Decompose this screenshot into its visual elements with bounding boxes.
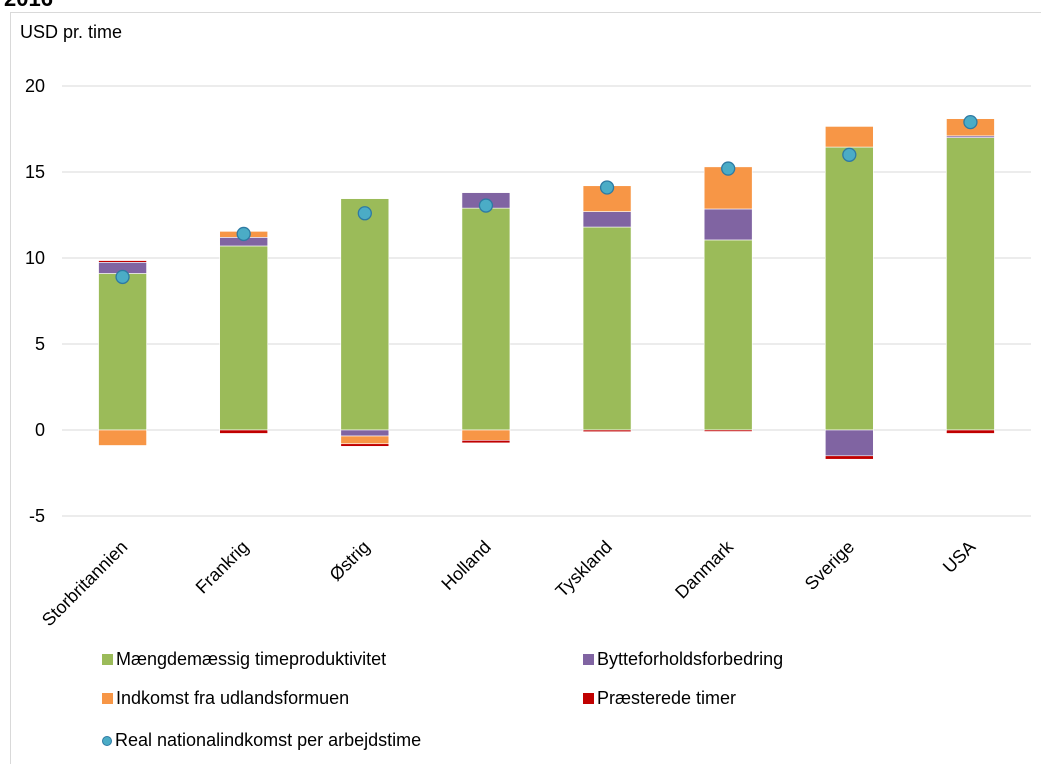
x-tick-label: Storbritannien [38, 537, 131, 630]
x-tick-label: Sverige [801, 537, 858, 594]
markers [115, 114, 978, 285]
legend-swatch-terms-of-trade [583, 654, 594, 665]
bar-segment-3 [340, 443, 390, 447]
bar-segment-3 [582, 429, 632, 433]
bar-segment-1 [340, 429, 390, 437]
legend-marker-real-income [102, 735, 112, 746]
legend-item-terms-of-trade: Bytteforholdsforbedring [583, 649, 783, 670]
x-tick-label: Tyskland [552, 537, 616, 601]
legend-swatch-productivity [102, 654, 113, 665]
legend-item-productivity: Mængdemæssig timeproduktivitet [102, 649, 386, 670]
x-tick-label: Østrig [326, 537, 374, 585]
bar-segment-1 [582, 211, 632, 228]
bar-segment-0 [825, 146, 874, 431]
x-tick-label: Holland [437, 537, 494, 594]
bar-segment-0 [98, 273, 147, 431]
x-tick-label: USA [939, 537, 979, 577]
y-tick-label: 0 [35, 420, 45, 440]
legend-label-real-income: Real nationalindkomst per arbejdstime [115, 730, 422, 750]
bar-segment-0 [461, 207, 511, 431]
marker-point [115, 269, 130, 285]
gridlines [62, 85, 1031, 517]
marker-point [842, 147, 857, 162]
bar-segment-2 [98, 429, 147, 446]
legend-label-productivity: Mængdemæssig timeproduktivitet [116, 649, 387, 669]
y-tick-label: -5 [29, 506, 45, 526]
bar-segment-3 [825, 455, 874, 460]
legend-label-terms-of-trade: Bytteforholdsforbedring [597, 649, 784, 669]
bar-segment-3 [98, 260, 147, 263]
bars [98, 118, 995, 460]
chart-frame [10, 12, 1041, 764]
marker-point [599, 180, 615, 195]
legend-item-hours: Præsterede timer [583, 688, 736, 709]
bar-segment-3 [946, 429, 995, 434]
x-tick-label: Frankrig [192, 537, 253, 598]
marker-point [963, 114, 978, 130]
y-tick-label: 10 [25, 248, 45, 268]
y-tick-label: 15 [25, 162, 45, 182]
y-tick-label: 20 [25, 76, 45, 96]
bar-segment-2 [340, 435, 390, 445]
marker-point [478, 198, 494, 213]
marker-point [721, 161, 736, 176]
y-tick-label: 5 [35, 334, 45, 354]
bar-segment-2 [461, 429, 511, 441]
bar-segment-2 [825, 126, 874, 148]
bar-segment-0 [946, 137, 995, 431]
x-tick-label: Danmark [671, 536, 737, 602]
bar-segment-0 [703, 239, 753, 431]
y-axis-label: USD pr. time [20, 22, 123, 42]
bar-segment-0 [340, 198, 390, 431]
bar-segment-0 [582, 226, 632, 431]
legend-swatch-hours [583, 693, 594, 704]
bar-segment-3 [461, 440, 511, 444]
legend-item-real-income: Real nationalindkomst per arbejdstime [102, 730, 421, 751]
marker-point [236, 226, 251, 242]
bar-segment-3 [703, 429, 753, 432]
clipped-title: 2016 [4, 0, 53, 12]
marker-point [357, 206, 372, 221]
legend-label-foreign-income: Indkomst fra udlandsformuen [116, 688, 350, 708]
bar-segment-1 [825, 429, 874, 457]
legend-swatch-foreign-income [102, 693, 113, 704]
legend-item-foreign-income: Indkomst fra udlandsformuen [102, 688, 349, 709]
legend-label-hours: Præsterede timer [597, 688, 737, 708]
bar-segment-0 [219, 245, 268, 431]
bar-segment-3 [219, 429, 268, 434]
bar-segment-1 [703, 208, 753, 241]
